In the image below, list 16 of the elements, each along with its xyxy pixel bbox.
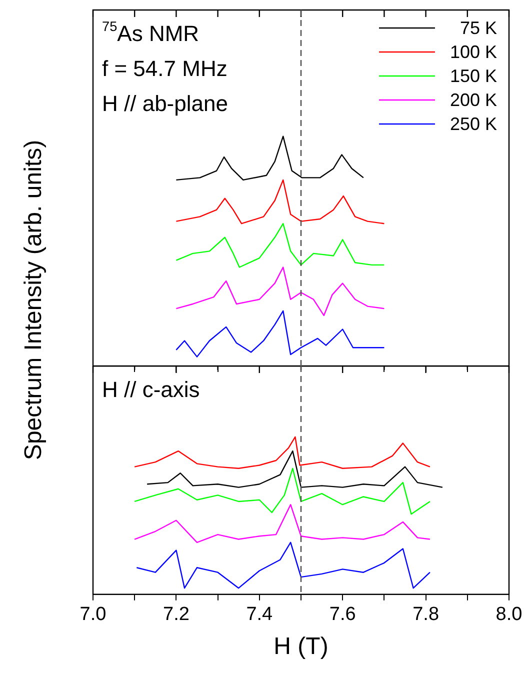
x-axis-title: H (T): [274, 633, 328, 660]
x-tick-label: 7.2: [162, 604, 190, 626]
x-tick-label: 7.6: [329, 604, 356, 626]
text: H // c-axis: [102, 377, 200, 402]
x-tick-label: 7.0: [80, 604, 106, 626]
x-tick-label: 8.0: [496, 604, 522, 626]
legend-label: 150 K: [450, 66, 497, 86]
text: f = 54.7 MHz: [102, 56, 228, 81]
text: H // ab-plane: [102, 91, 228, 116]
legend-label: 75 K: [460, 18, 497, 38]
legend-label: 100 K: [450, 42, 497, 62]
y-axis-title: Spectrum Intensity (arb. units): [20, 140, 48, 460]
legend-label: 200 K: [450, 90, 497, 110]
legend-label: 250 K: [450, 114, 497, 134]
x-tick-label: 7.8: [412, 604, 440, 626]
x-tick-label: 7.4: [246, 604, 274, 626]
